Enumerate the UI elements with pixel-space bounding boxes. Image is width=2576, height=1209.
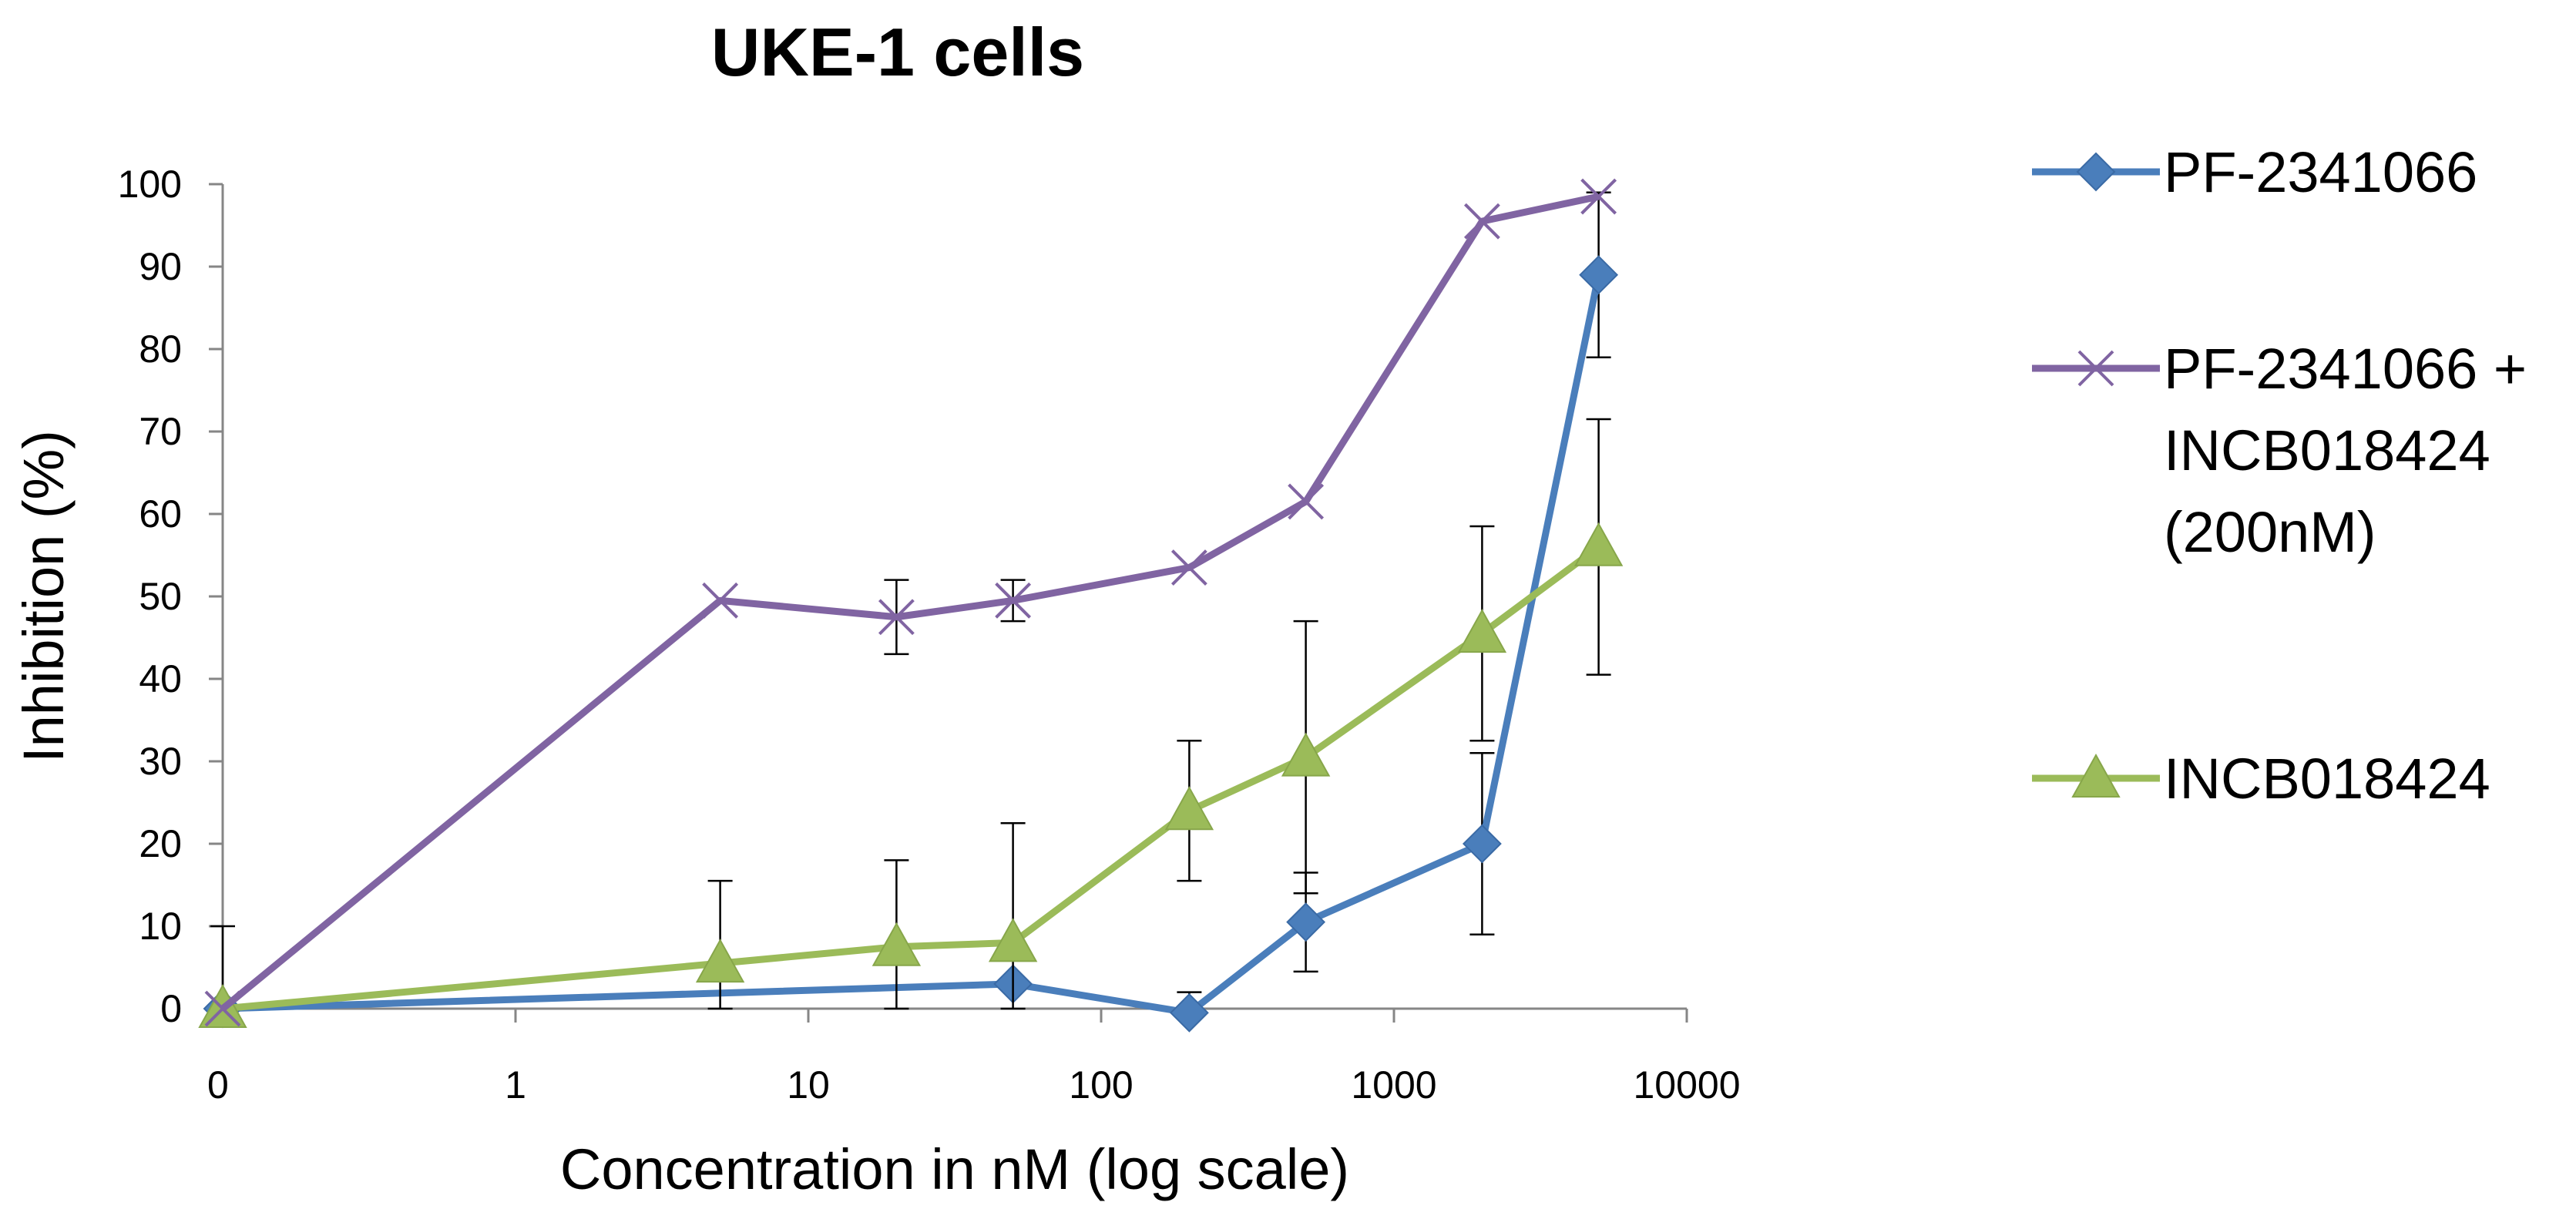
x-axis-label: Concentration in nM (log scale) bbox=[560, 1137, 1349, 1201]
data-point bbox=[1281, 732, 1331, 777]
legend-marker bbox=[2077, 350, 2114, 387]
series-1 bbox=[204, 178, 1617, 1027]
data-point bbox=[695, 939, 745, 983]
y-tick-label: 60 bbox=[139, 492, 182, 536]
y-tick-label: 70 bbox=[139, 410, 182, 453]
data-point bbox=[1288, 483, 1325, 520]
x-ticks: 0 1 10 100 1000 10000 bbox=[207, 1009, 1741, 1107]
series-line bbox=[220, 193, 1600, 1012]
x-tick-label: 10000 bbox=[1633, 1063, 1740, 1107]
y-tick-label: 0 bbox=[160, 987, 182, 1030]
legend-label: INCB018424 bbox=[2164, 418, 2490, 482]
data-point bbox=[1169, 992, 1209, 1033]
series-line bbox=[222, 274, 1603, 1016]
legend-label: PF-2341066 bbox=[2164, 140, 2477, 204]
legend-marker bbox=[2076, 152, 2116, 192]
data-point bbox=[204, 990, 241, 1027]
legend-label: INCB018424 bbox=[2164, 747, 2490, 811]
y-ticks: 0 10 20 30 40 50 60 70 80 90 100 bbox=[118, 163, 223, 1030]
data-point bbox=[702, 582, 739, 619]
data-point bbox=[995, 582, 1032, 619]
legend-marker bbox=[2071, 753, 2121, 798]
y-tick-label: 40 bbox=[139, 657, 182, 700]
x-tick-label: 10 bbox=[787, 1063, 830, 1107]
legend-item-2: INCB018424 bbox=[2032, 747, 2490, 811]
data-point bbox=[872, 922, 922, 966]
plot-area: 0 10 20 30 40 50 60 70 80 90 100 0 1 10 100 1000 10000 bbox=[118, 163, 1741, 1107]
data-point bbox=[988, 918, 1038, 962]
series-2 bbox=[198, 418, 1624, 1028]
data-point bbox=[1462, 824, 1502, 864]
data-point bbox=[1286, 902, 1326, 942]
y-tick-label: 100 bbox=[118, 163, 182, 206]
y-tick-label: 30 bbox=[139, 740, 182, 783]
data-point bbox=[878, 599, 915, 636]
legend: PF-2341066 PF-2341066 + INCB018424 (200nM) I… bbox=[2032, 140, 2527, 811]
series-line bbox=[222, 544, 1601, 1013]
data-point bbox=[1573, 522, 1624, 566]
series-layer bbox=[198, 178, 1624, 1033]
data-point bbox=[1580, 178, 1617, 215]
y-axis-label: Inhibition (%) bbox=[12, 430, 76, 763]
legend-item-1: PF-2341066 + INCB018424 (200nM) bbox=[2032, 337, 2527, 564]
data-point bbox=[1463, 203, 1500, 240]
x-tick-label: 100 bbox=[1069, 1063, 1133, 1107]
y-tick-label: 90 bbox=[139, 245, 182, 288]
legend-label: PF-2341066 + bbox=[2164, 337, 2527, 401]
y-tick-label: 80 bbox=[139, 327, 182, 371]
legend-label: (200nM) bbox=[2164, 500, 2376, 564]
legend-item-0: PF-2341066 bbox=[2032, 140, 2477, 204]
y-tick-label: 50 bbox=[139, 575, 182, 618]
y-tick-label: 20 bbox=[139, 822, 182, 865]
x-tick-label: 0 bbox=[207, 1063, 229, 1107]
chart-title: UKE-1 cells bbox=[711, 14, 1084, 90]
x-tick-label: 1 bbox=[505, 1063, 526, 1107]
data-point bbox=[1457, 609, 1507, 653]
x-tick-label: 1000 bbox=[1351, 1063, 1436, 1107]
data-point bbox=[1579, 255, 1619, 295]
y-tick-label: 10 bbox=[139, 905, 182, 948]
data-point bbox=[1164, 786, 1214, 831]
data-point bbox=[1170, 549, 1207, 586]
